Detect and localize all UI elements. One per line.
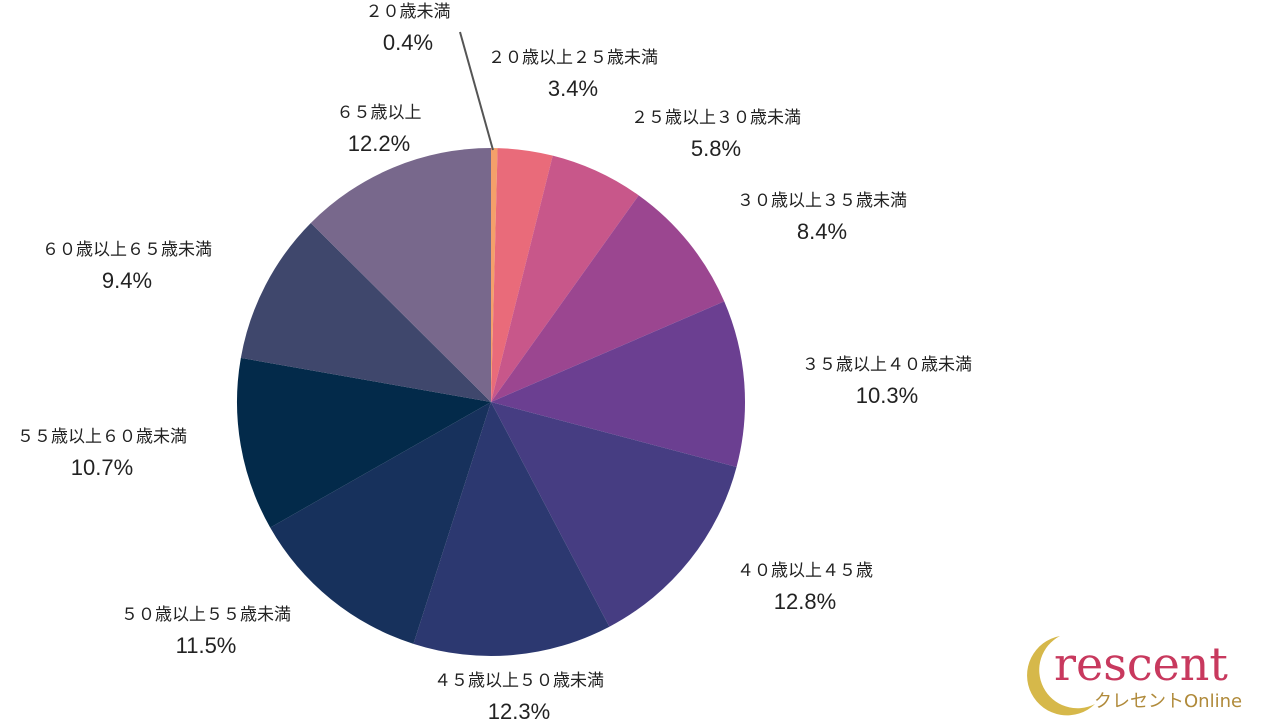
value-label: 12.3%	[488, 699, 550, 720]
pie-slice	[310, 148, 491, 402]
value-label: 8.4%	[797, 219, 847, 244]
category-label: ４０歳以上４５歳	[737, 561, 873, 581]
logo: rescent クレセントOnline	[1027, 636, 1242, 716]
value-label: 5.8%	[691, 136, 741, 161]
category-label: ４５歳以上５０歳未満	[434, 671, 604, 691]
logo-text: rescent	[1054, 637, 1228, 691]
category-label: ２５歳以上３０歳未満	[631, 108, 801, 128]
pie-slice	[491, 155, 639, 402]
category-label: ５５歳以上６０歳未満	[17, 427, 187, 447]
pie-slice	[237, 357, 491, 528]
pie-slice	[491, 148, 498, 402]
pie-slice	[491, 301, 745, 467]
value-label: 11.5%	[176, 633, 237, 658]
leader-line	[459, 31, 494, 151]
pie-slice	[491, 148, 553, 402]
value-label: 0.4%	[383, 30, 433, 55]
category-label: ３５歳以上４０歳未満	[802, 355, 972, 375]
pie-slice	[240, 222, 491, 402]
category-label: ３０歳以上３５歳未満	[737, 191, 907, 211]
pie-slice	[413, 402, 610, 656]
value-label: 10.3%	[856, 383, 918, 408]
value-label: 3.4%	[548, 76, 598, 101]
pie-slice	[491, 402, 737, 627]
pie-slice	[270, 402, 491, 644]
category-label: ２０歳以上２５歳未満	[488, 48, 658, 68]
category-label: ６５歳以上	[337, 103, 422, 123]
logo-subtitle: クレセントOnline	[1094, 691, 1242, 712]
category-label: ５０歳以上５５歳未満	[121, 605, 291, 625]
logo-moon	[1027, 636, 1095, 716]
value-label: 10.7%	[71, 455, 133, 480]
pie-slice	[491, 195, 725, 402]
value-label: 9.4%	[102, 268, 152, 293]
category-label: ２０歳未満	[366, 2, 451, 22]
value-label: 12.2%	[348, 131, 410, 156]
value-label: 12.8%	[774, 589, 836, 614]
category-label: ６０歳以上６５歳未満	[42, 240, 212, 260]
